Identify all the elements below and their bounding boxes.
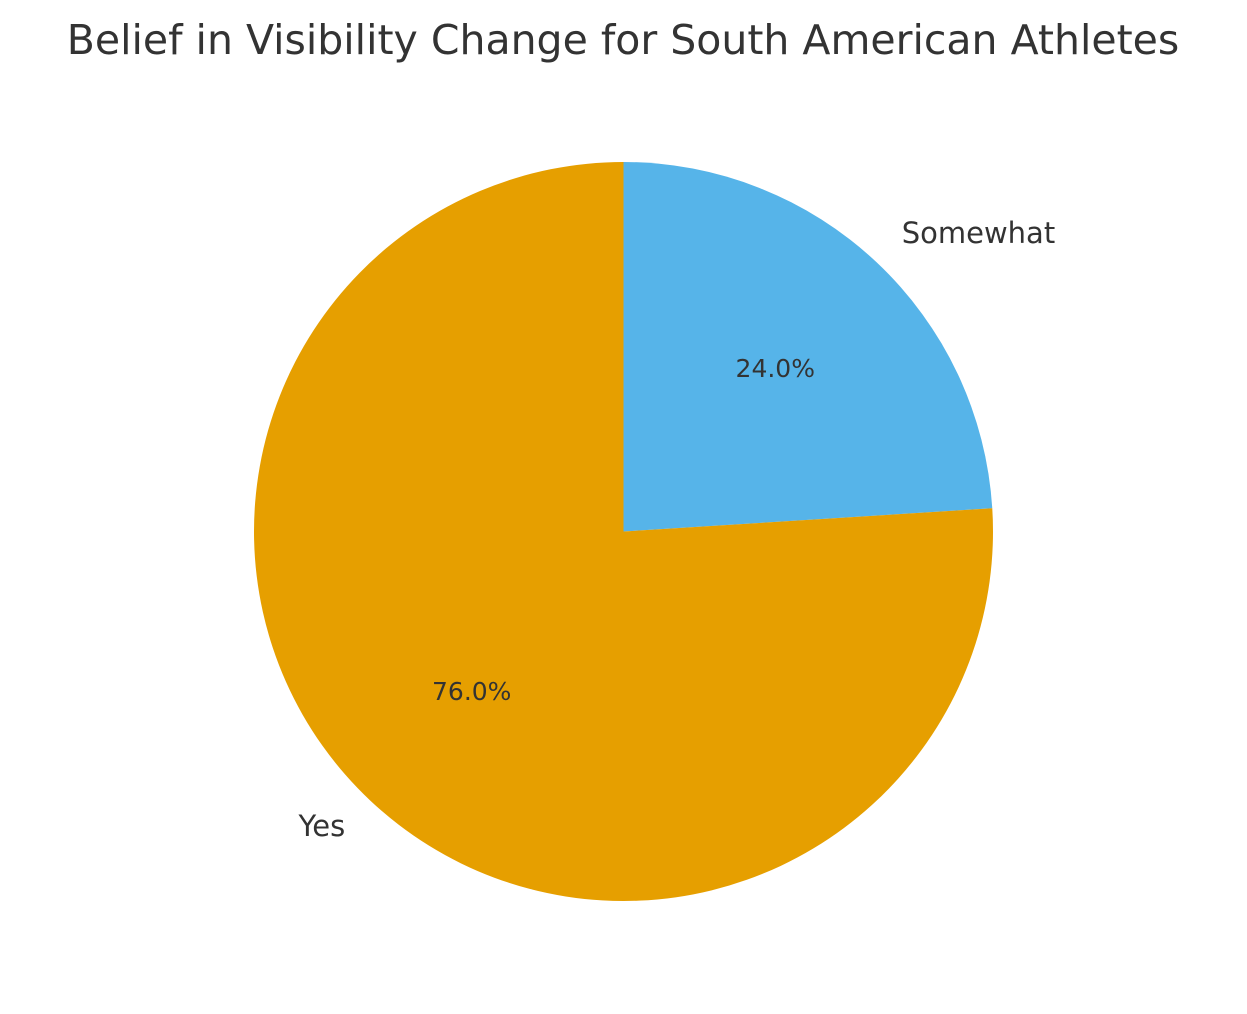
pie-slices: [253, 162, 993, 901]
slice-label-yes: Yes: [297, 809, 345, 843]
slice-label-somewhat: Somewhat: [902, 216, 1055, 250]
pie-slice-yes: [253, 162, 993, 901]
pie-labels: Somewhat 24.0% Yes 76.0%: [297, 216, 1055, 843]
slice-percent-somewhat: 24.0%: [736, 354, 815, 383]
pie-slice-somewhat: [623, 162, 993, 532]
chart-title: Belief in Visibility Change for South Am…: [67, 16, 1180, 64]
slice-percent-yes: 76.0%: [432, 677, 511, 706]
